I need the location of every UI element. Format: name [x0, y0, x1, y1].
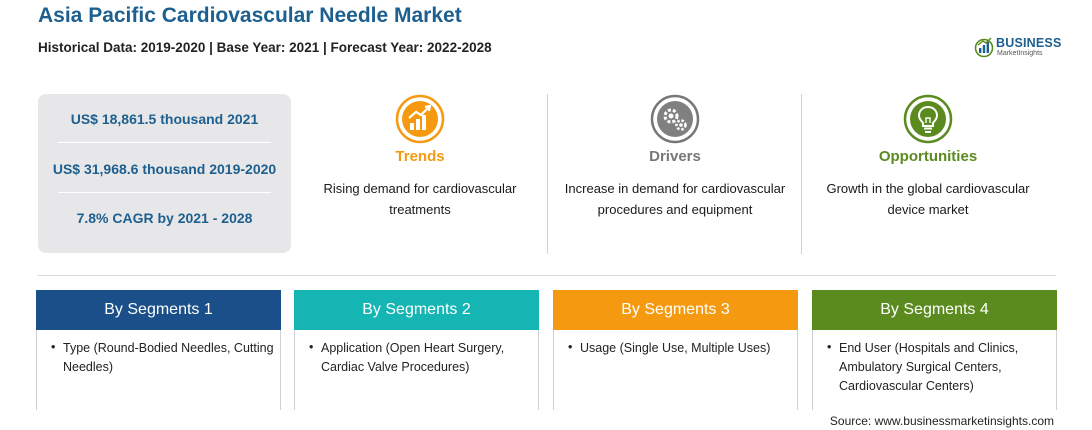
bullet-icon: •	[568, 340, 573, 354]
opportunities-column: Opportunities Growth in the global cardi…	[808, 94, 1048, 254]
drivers-text: Increase in demand for cardiovascular pr…	[564, 181, 786, 217]
logo-mark-icon	[974, 37, 994, 58]
segment-card-2: By Segments 2 • Application (Open Heart …	[294, 290, 539, 410]
section-divider	[38, 275, 1056, 276]
page-title: Asia Pacific Cardiovascular Needle Marke…	[38, 4, 462, 27]
column-divider	[801, 94, 802, 254]
stat-divider	[58, 142, 271, 143]
segment-2-header: By Segments 2	[294, 290, 539, 330]
stat-market-size-historical: US$ 31,968.6 thousand 2019-2020	[52, 161, 277, 177]
gears-icon	[650, 94, 700, 144]
segment-card-1: By Segments 1 • Type (Round-Bodied Needl…	[36, 290, 281, 410]
logo-subtitle: MarketInsights	[997, 50, 1043, 57]
bullet-icon: •	[309, 340, 314, 354]
drivers-column: Drivers Increase in demand for cardiovas…	[555, 94, 795, 254]
trends-title: Trends	[395, 148, 445, 165]
segment-2-body: • Application (Open Heart Surgery, Cardi…	[294, 330, 539, 410]
segment-3-text: Usage (Single Use, Multiple Uses)	[580, 341, 771, 355]
brand-logo: BUSINESS MarketInsights	[974, 35, 1061, 61]
lightbulb-icon	[903, 94, 953, 144]
segment-1-header: By Segments 1	[36, 290, 281, 330]
source-credit: Source: www.businessmarketinsights.com	[829, 414, 1054, 428]
segment-4-body: • End User (Hospitals and Clinics, Ambul…	[812, 330, 1057, 410]
segment-1-body: • Type (Round-Bodied Needles, Cutting Ne…	[36, 330, 281, 410]
stat-cagr: 7.8% CAGR by 2021 - 2028	[76, 210, 253, 226]
stat-divider	[58, 192, 271, 193]
segment-2-text: Application (Open Heart Surgery, Cardiac…	[321, 341, 505, 374]
segment-3-body: • Usage (Single Use, Multiple Uses)	[553, 330, 798, 410]
stat-market-size-2021: US$ 18,861.5 thousand 2021	[70, 111, 259, 127]
bullet-icon: •	[827, 340, 832, 354]
bullet-icon: •	[51, 340, 56, 354]
segment-4-header: By Segments 4	[812, 290, 1057, 330]
trends-column: Trends Rising demand for cardiovascular …	[300, 94, 540, 254]
page-subtitle: Historical Data: 2019-2020 | Base Year: …	[38, 40, 492, 55]
segment-3-header: By Segments 3	[553, 290, 798, 330]
opportunities-title: Opportunities	[878, 148, 978, 165]
logo-name: BUSINESS	[996, 36, 1062, 50]
segment-card-4: By Segments 4 • End User (Hospitals and …	[812, 290, 1057, 410]
drivers-title: Drivers	[649, 148, 701, 165]
trends-text: Rising demand for cardiovascular treatme…	[323, 181, 517, 217]
segment-4-text: End User (Hospitals and Clinics, Ambulat…	[839, 341, 1019, 393]
market-stats-panel: US$ 18,861.5 thousand 2021 US$ 31,968.6 …	[38, 94, 291, 253]
segment-card-3: By Segments 3 • Usage (Single Use, Multi…	[553, 290, 798, 410]
trend-chart-icon	[395, 94, 445, 144]
column-divider	[547, 94, 548, 254]
segment-1-text: Type (Round-Bodied Needles, Cutting Need…	[63, 341, 274, 374]
opportunities-text: Growth in the global cardiovascular devi…	[826, 181, 1030, 217]
